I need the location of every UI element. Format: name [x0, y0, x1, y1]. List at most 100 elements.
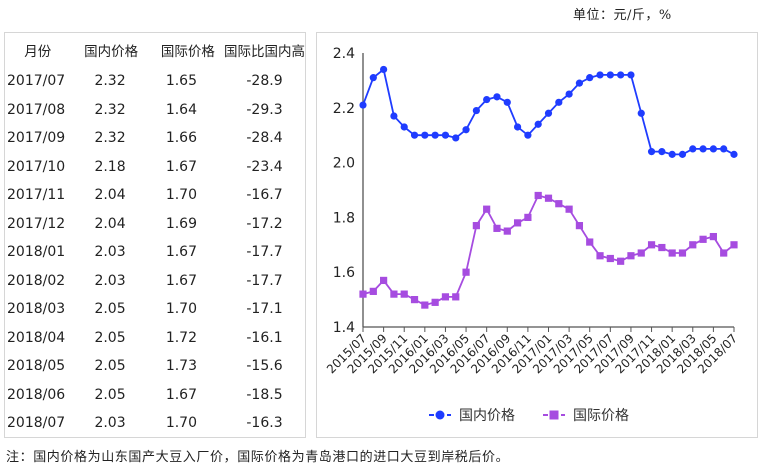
data-point-square	[369, 287, 377, 295]
data-point-circle	[421, 131, 429, 139]
data-point-circle	[699, 145, 707, 153]
data-point-circle	[452, 134, 460, 142]
data-point-circle	[410, 131, 419, 139]
data-point-square	[472, 222, 480, 230]
cell-month: 2018/02	[7, 272, 66, 289]
data-point-circle	[534, 120, 542, 128]
table-row: 2017/09 2.32 1.66 -28.4	[5, 124, 305, 153]
table-row: 2018/07 2.03 1.70 -16.3	[5, 409, 305, 438]
cell-domestic-price: 2.04	[94, 215, 126, 232]
cell-month: 2017/11	[7, 187, 66, 204]
table-row: 2017/12 2.04 1.69 -17.2	[5, 210, 305, 239]
data-point-circle	[472, 106, 480, 115]
table-row: 2017/07 2.32 1.65 -28.9	[5, 67, 305, 96]
cell-international-price: 1.70	[165, 301, 197, 318]
data-point-circle	[441, 131, 450, 139]
data-point-square	[565, 205, 573, 213]
data-point-square	[658, 243, 666, 252]
data-point-square	[617, 257, 625, 265]
table-body: 2017/07 2.32 1.65 -28.9 2017/08 2.32 1.64 -29.3…	[5, 67, 305, 438]
cell-domestic-price: 2.32	[94, 101, 126, 118]
data-point-square	[410, 296, 419, 304]
table-row: 2017/10 2.18 1.67 -23.4	[5, 153, 305, 182]
data-point-circle	[400, 123, 408, 131]
data-point-square	[421, 301, 429, 309]
data-point-circle	[647, 148, 656, 156]
data-point-square	[462, 268, 470, 276]
cell-diff-pct: -16.1	[246, 329, 283, 346]
cell-international-price: 1.73	[165, 358, 197, 375]
data-point-square	[606, 254, 614, 263]
header-month: 月份	[24, 44, 52, 60]
cell-international-price: 1.70	[165, 415, 197, 432]
data-point-circle	[668, 150, 676, 158]
data-point-square	[720, 249, 728, 257]
y-tick-label: 1.8	[333, 210, 355, 226]
data-point-circle	[730, 150, 738, 158]
data-point-square	[483, 205, 491, 213]
data-point-circle	[555, 98, 563, 106]
legend-international-label: 国际价格	[573, 408, 629, 424]
cell-domestic-price: 2.32	[94, 73, 126, 90]
y-tick-label: 1.4	[333, 320, 355, 336]
data-point-square	[575, 222, 584, 230]
cell-domestic-price: 2.05	[94, 386, 126, 403]
data-point-circle	[637, 109, 645, 117]
table-row: 2018/06 2.05 1.67 -18.5	[5, 381, 305, 410]
data-point-square	[689, 241, 697, 249]
cell-month: 2017/09	[7, 130, 66, 147]
cell-diff-pct: -17.7	[246, 244, 283, 261]
cell-diff-pct: -17.2	[246, 215, 283, 232]
data-point-square	[524, 213, 532, 221]
data-point-square	[586, 238, 594, 246]
data-point-circle	[369, 74, 377, 82]
price-table-panel: 月份 国内价格 国际价格 国际比国内高 2017/07 2.32 1.65 -28.9…	[4, 32, 306, 438]
cell-diff-pct: -29.3	[246, 101, 283, 118]
cell-international-price: 1.70	[165, 187, 197, 204]
data-point-square	[503, 227, 511, 235]
data-point-circle	[503, 98, 511, 106]
data-point-circle	[524, 131, 532, 139]
data-point-circle	[493, 93, 501, 101]
table-row: 2017/08 2.32 1.64 -29.3	[5, 96, 305, 125]
cell-month: 2018/07	[7, 415, 66, 432]
data-point-circle	[709, 145, 717, 153]
legend-circle-icon	[435, 410, 445, 420]
line-chart: 1.41.61.82.02.22.42015/072015/092015/112…	[324, 46, 740, 424]
cell-domestic-price: 2.05	[94, 329, 126, 346]
price-chart-panel: 1.4 1.6 1.8 2.0 2.2 2.4 2015/07 2015/09 2015/11 2…	[316, 32, 758, 438]
data-point-circle	[606, 71, 614, 79]
data-point-circle	[720, 145, 728, 153]
cell-month: 2017/08	[7, 101, 66, 118]
cell-international-price: 1.64	[165, 101, 197, 118]
table-row: 2018/04 2.05 1.72 -16.1	[5, 324, 305, 353]
cell-diff-pct: -18.5	[246, 386, 283, 403]
cell-diff-pct: -28.9	[246, 73, 283, 90]
data-point-square	[359, 290, 367, 298]
data-point-circle	[575, 79, 584, 87]
data-point-circle	[380, 65, 388, 74]
cell-month: 2018/04	[7, 329, 66, 346]
data-point-circle	[627, 71, 635, 79]
data-point-square	[431, 298, 439, 306]
cell-diff-pct: -17.7	[246, 272, 283, 289]
data-point-circle	[689, 145, 697, 153]
cell-diff-pct: -16.3	[246, 415, 283, 432]
data-point-square	[400, 290, 408, 298]
data-point-circle	[483, 95, 491, 104]
data-point-circle	[544, 109, 553, 117]
cell-international-price: 1.66	[165, 130, 197, 147]
data-point-circle	[678, 150, 687, 158]
cell-international-price: 1.65	[165, 73, 197, 90]
table-row: 2018/01 2.03 1.67 -17.7	[5, 238, 305, 267]
table-row: 2018/05 2.05 1.73 -15.6	[5, 352, 305, 381]
cell-month: 2017/07	[7, 73, 66, 90]
cell-domestic-price: 2.04	[94, 187, 126, 204]
data-point-square	[452, 293, 460, 301]
cell-month: 2018/01	[7, 244, 66, 261]
cell-domestic-price: 2.05	[94, 358, 126, 375]
unit-label: 单位：元/斤，%	[573, 8, 672, 23]
series-domestic-price	[359, 65, 738, 158]
chart-legend: 国内价格 国际价格	[429, 408, 629, 424]
data-point-square	[668, 249, 676, 257]
